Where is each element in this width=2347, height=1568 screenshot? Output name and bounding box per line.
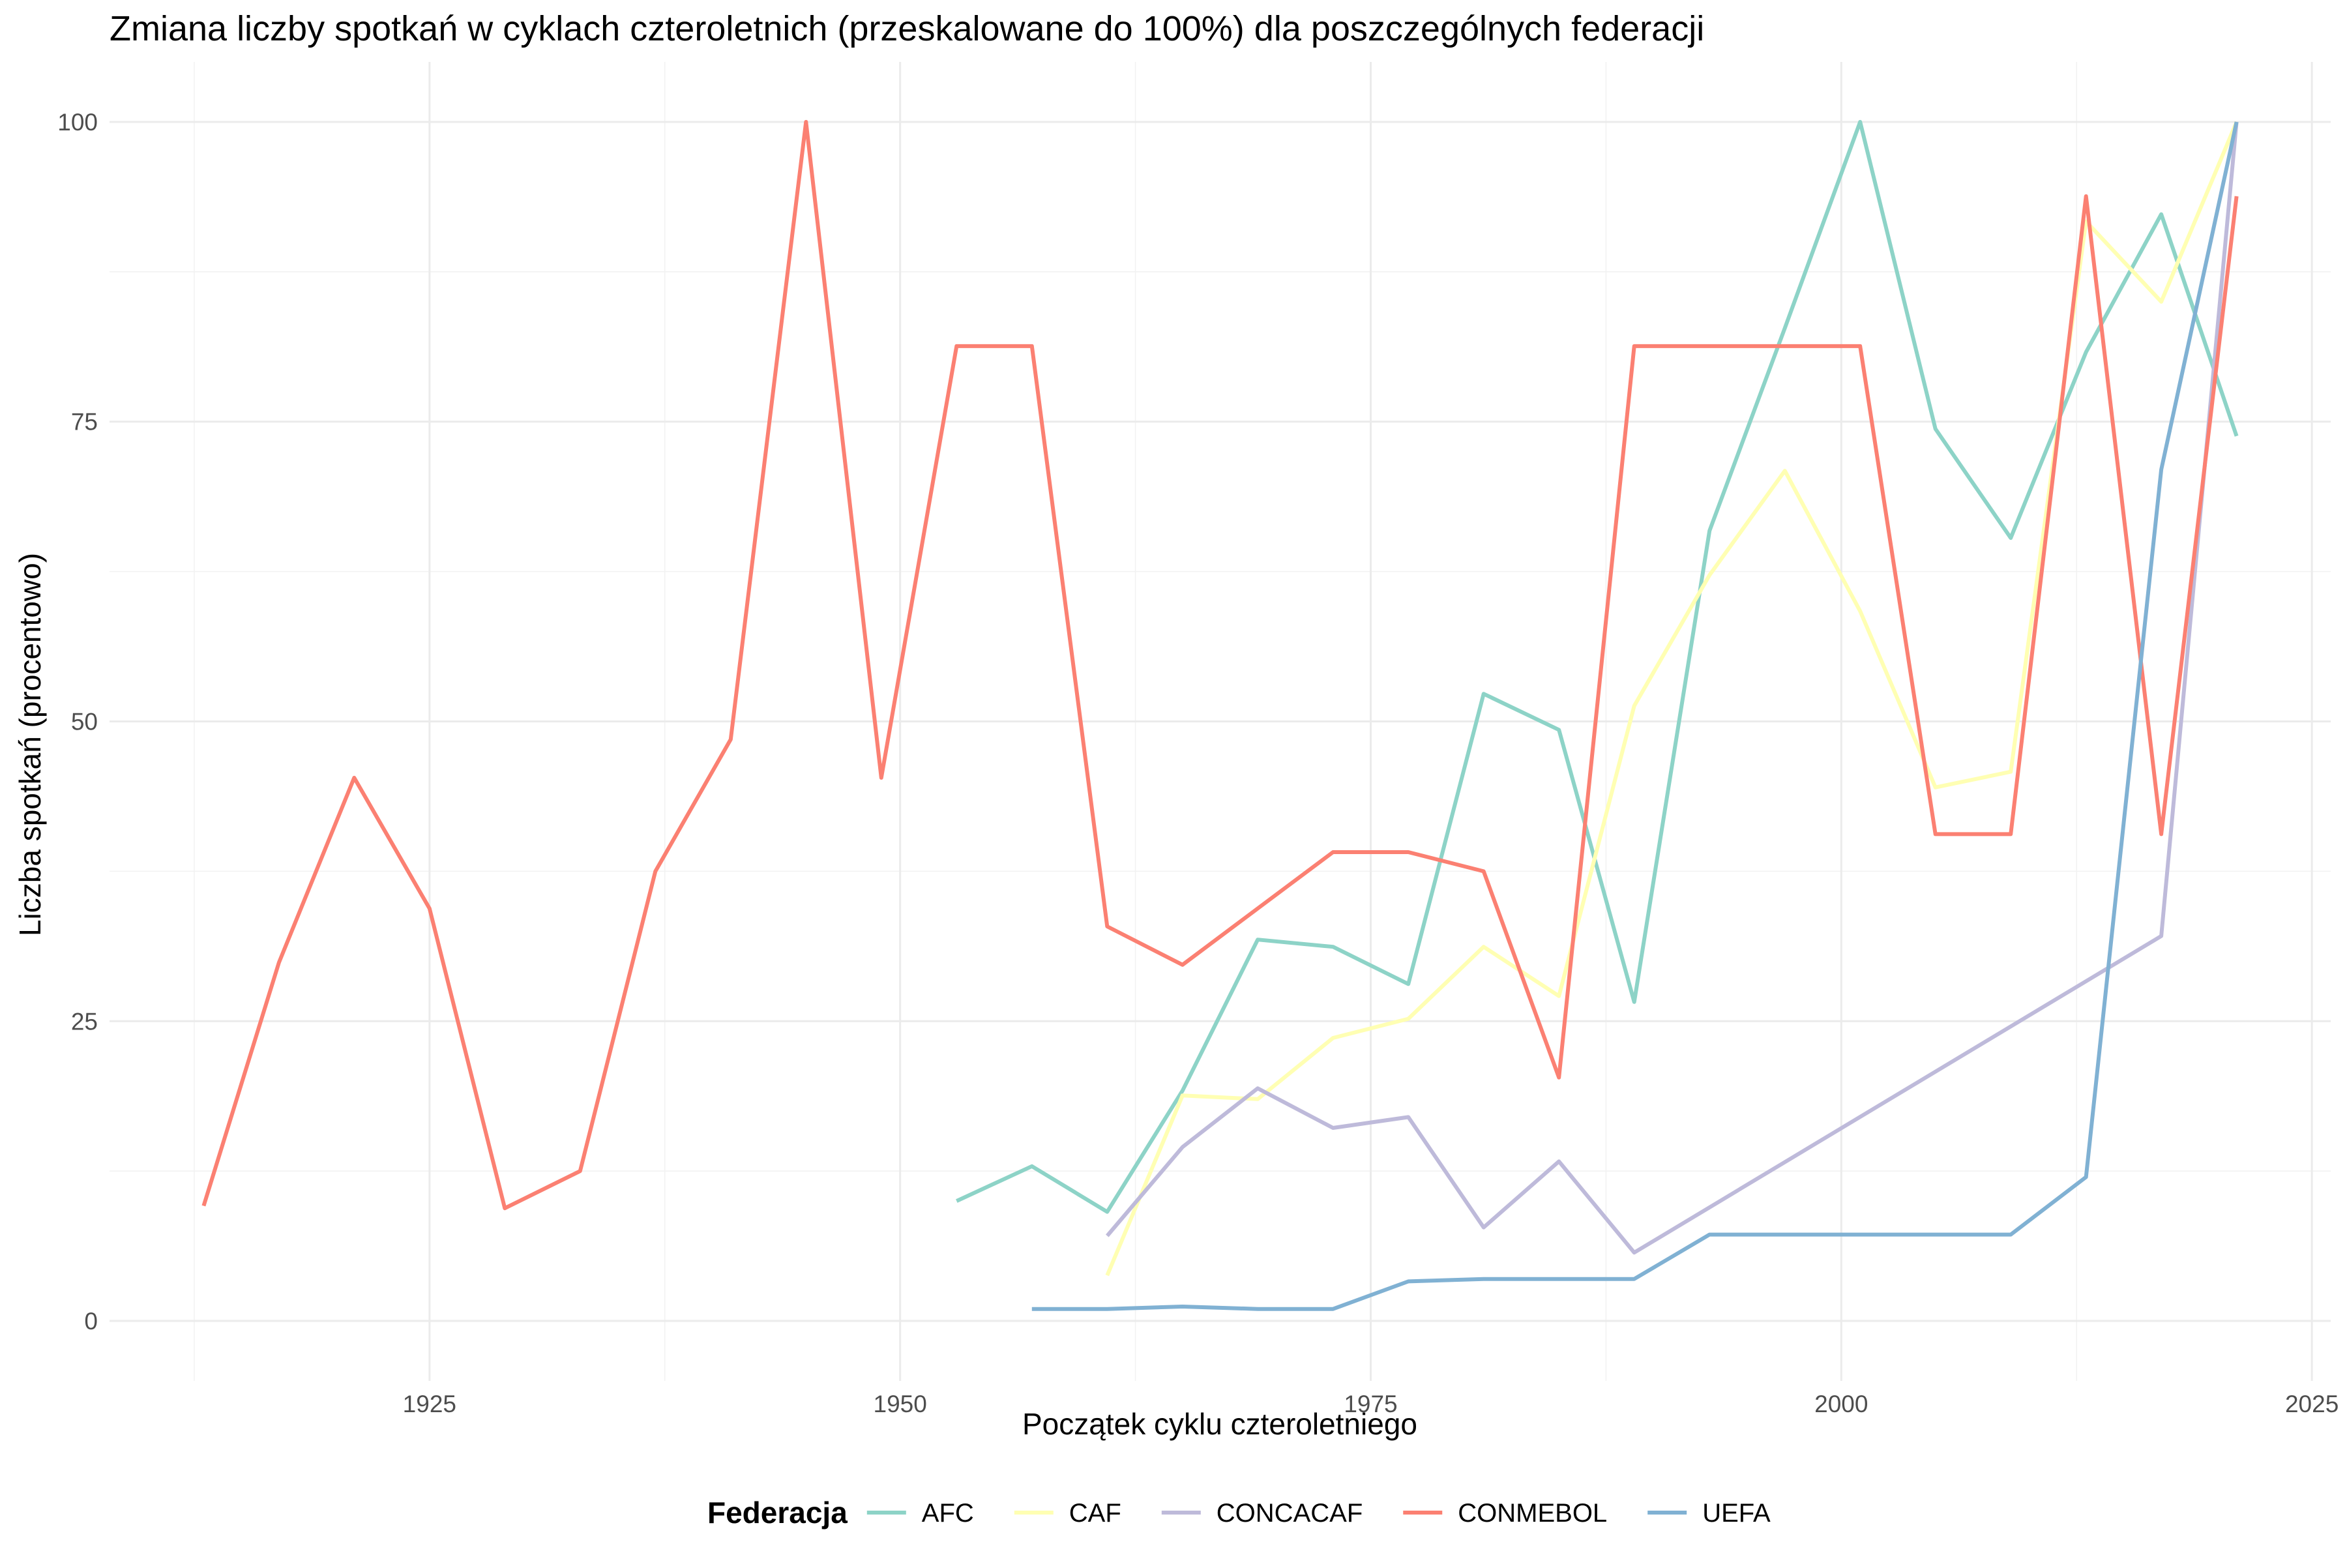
- x-tick-label: 1925: [403, 1391, 456, 1417]
- y-tick-label: 25: [71, 1008, 98, 1035]
- legend-item-afc: AFC: [866, 1499, 974, 1528]
- series-line-afc: [956, 120, 2239, 1214]
- y-tick-label: 75: [71, 409, 98, 436]
- y-tick-label: 50: [71, 709, 98, 735]
- legend-item-uefa: UEFA: [1647, 1499, 1771, 1528]
- legend-label: CONCACAF: [1217, 1499, 1363, 1528]
- legend: Federacja AFC CAF CONCACAF CONMEBOL UEFA: [707, 1496, 1771, 1530]
- y-axis-title: Liczba spotkań (procentowo): [13, 553, 47, 936]
- x-tick-label: 1975: [1344, 1391, 1397, 1417]
- x-tick-label: 2025: [2285, 1391, 2339, 1417]
- series-line-conmebol: [201, 120, 2239, 1211]
- y-tick-label: 100: [57, 109, 98, 136]
- legend-label: CAF: [1069, 1499, 1121, 1528]
- x-tick-label: 1950: [874, 1391, 927, 1417]
- chart-title: Zmiana liczby spotkań w cyklach czterole…: [110, 9, 1704, 48]
- legend-title: Federacja: [707, 1496, 848, 1530]
- legend-label: AFC: [922, 1499, 974, 1528]
- y-tick-label: 0: [84, 1308, 98, 1335]
- legend-item-conmebol: CONMEBOL: [1403, 1499, 1607, 1528]
- legend-label: CONMEBOL: [1458, 1499, 1607, 1528]
- x-axis-title: Początek cyklu czteroletniego: [1022, 1407, 1417, 1441]
- series-line-uefa: [1031, 121, 2239, 1311]
- legend-item-caf: CAF: [1014, 1499, 1121, 1528]
- series-line-concacaf: [1106, 121, 2239, 1255]
- x-tick-label: 2000: [1814, 1391, 1868, 1417]
- legend-item-concacaf: CONCACAF: [1161, 1499, 1363, 1528]
- series-line-caf: [1105, 121, 2239, 1277]
- legend-label: UEFA: [1702, 1499, 1771, 1528]
